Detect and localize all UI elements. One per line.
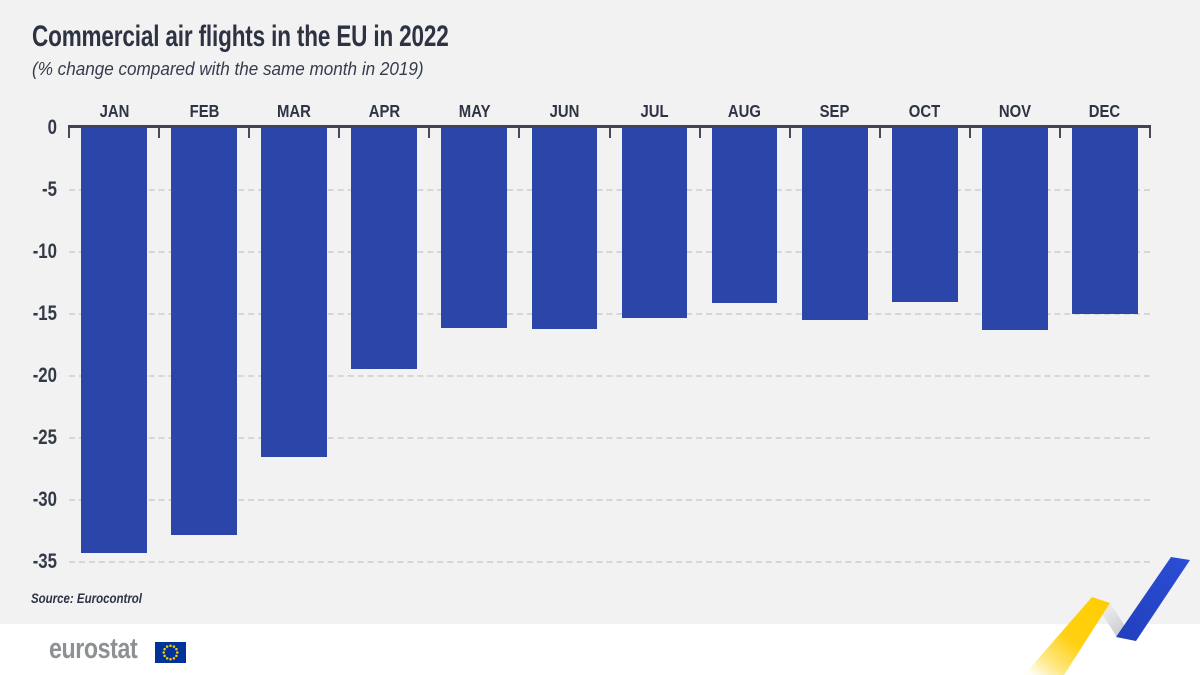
bar-dec xyxy=(1072,128,1138,314)
y-tick-label: -25 xyxy=(32,425,57,449)
axis-tick xyxy=(788,128,791,138)
x-axis-ticks xyxy=(68,128,1151,140)
plot-area xyxy=(69,128,1150,563)
y-tick-label: -15 xyxy=(32,301,57,325)
ribbon-blue-band xyxy=(1116,557,1190,641)
axis-tick xyxy=(608,128,611,138)
month-label-text: JUN xyxy=(549,101,580,121)
ribbon-yellow-band xyxy=(1024,597,1110,675)
footer xyxy=(0,624,1200,675)
axis-tick xyxy=(1149,128,1151,138)
zigzag-trend-ribbon-graphic xyxy=(1024,557,1190,675)
month-label: OCT xyxy=(880,96,970,122)
y-tick-label: 0 xyxy=(47,115,57,139)
axis-tick xyxy=(698,128,701,138)
bar-mar xyxy=(261,128,328,457)
bar-cell xyxy=(69,128,159,562)
bars xyxy=(69,128,1150,562)
month-label: APR xyxy=(339,96,429,122)
month-label-text: OCT xyxy=(909,101,941,121)
axis-tick xyxy=(1058,128,1061,138)
y-tick-label: -5 xyxy=(42,177,57,201)
bar-cell xyxy=(339,128,429,562)
bar-cell xyxy=(429,128,519,562)
bar-may xyxy=(441,128,508,328)
y-tick-label: -10 xyxy=(32,239,57,263)
gridline xyxy=(69,499,1150,501)
source-note: Source: Eurocontrol xyxy=(31,590,142,606)
axis-tick xyxy=(68,128,70,138)
bar-cell xyxy=(249,128,339,562)
month-label-text: NOV xyxy=(998,101,1031,121)
bar-cell xyxy=(700,128,790,562)
bar-nov xyxy=(981,128,1048,331)
axis-tick xyxy=(158,128,161,138)
bar-apr xyxy=(351,128,418,369)
gridlines xyxy=(69,128,1150,563)
bar-cell xyxy=(609,128,699,562)
bar-sep xyxy=(801,128,868,321)
chart-title: Commercial air flights in the EU in 2022 xyxy=(32,20,449,53)
month-label: MAY xyxy=(429,96,519,122)
bar-cell xyxy=(159,128,249,562)
month-label: MAR xyxy=(249,96,339,122)
month-labels: JAN FEB MAR APR MAY JUN JUL AUG SEP OCT NOV DEC xyxy=(69,96,1150,122)
gridline xyxy=(69,251,1150,253)
month-label-text: DEC xyxy=(1089,101,1121,121)
axis-tick xyxy=(428,128,431,138)
axis-tick xyxy=(248,128,251,138)
y-tick-label: -20 xyxy=(32,363,57,387)
month-label: SEP xyxy=(790,96,880,122)
bar-aug xyxy=(711,128,778,303)
bar-cell xyxy=(970,128,1060,562)
bar-oct xyxy=(891,128,958,302)
month-label: FEB xyxy=(159,96,249,122)
gridline xyxy=(69,375,1150,377)
month-label: JAN xyxy=(69,96,159,122)
month-label: AUG xyxy=(700,96,790,122)
month-label-text: FEB xyxy=(189,101,219,121)
axis-tick xyxy=(968,128,971,138)
bar-cell xyxy=(1060,128,1150,562)
y-tick-label: -35 xyxy=(32,549,57,573)
eurostat-logo-text: eurostat xyxy=(49,633,138,665)
month-label-text: AUG xyxy=(728,101,762,121)
month-label: JUL xyxy=(609,96,699,122)
bar-jul xyxy=(621,128,688,318)
month-label-text: SEP xyxy=(819,101,850,121)
axis-tick xyxy=(878,128,881,138)
gridline xyxy=(69,561,1150,563)
month-label-text: MAR xyxy=(277,101,312,121)
gridline xyxy=(69,189,1150,191)
month-label: NOV xyxy=(970,96,1060,122)
chart-subtitle: (% change compared with the same month i… xyxy=(32,59,424,79)
month-label: DEC xyxy=(1060,96,1150,122)
bar-cell xyxy=(880,128,970,562)
y-axis-labels: 0 -5 -10 -15 -20 -25 -30 -35 xyxy=(0,0,60,624)
y-tick-label: -30 xyxy=(32,487,57,511)
month-label-text: JUL xyxy=(640,101,669,121)
bar-cell xyxy=(790,128,880,562)
month-label: JUN xyxy=(519,96,609,122)
bar-feb xyxy=(171,128,237,535)
month-label-text: APR xyxy=(368,101,400,121)
month-label-text: JAN xyxy=(99,101,129,121)
bar-jan xyxy=(81,128,147,554)
axis-tick xyxy=(518,128,521,138)
bar-cell xyxy=(519,128,609,562)
month-label-text: MAY xyxy=(458,101,491,121)
gridline xyxy=(69,313,1150,315)
axis-tick xyxy=(338,128,341,138)
x-axis-line xyxy=(68,125,1151,128)
gridline xyxy=(69,437,1150,439)
eu-flag-icon xyxy=(155,642,186,663)
bar-jun xyxy=(531,128,598,329)
